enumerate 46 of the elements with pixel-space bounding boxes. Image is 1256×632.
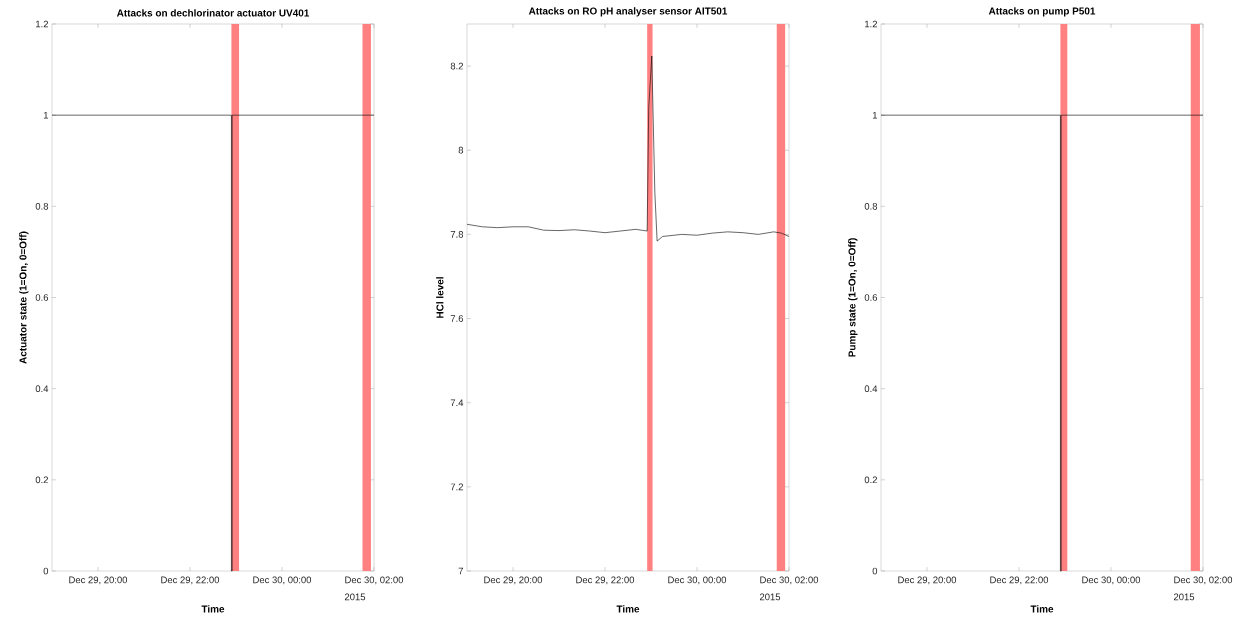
x-axis-title: Time <box>1030 605 1054 613</box>
chart-title: Attacks on RO pH analyser sensor AIT501 <box>528 7 728 17</box>
x-tick-label: Dec 30, 00:00 <box>1082 576 1141 585</box>
chart-title: Attacks on dechlorinator actuator UV401 <box>116 9 310 17</box>
y-tick-label: 7.8 <box>450 231 464 238</box>
x-tick-label: Dec 29, 22:00 <box>161 576 220 585</box>
y-tick-label: 0.8 <box>864 202 878 210</box>
text: 2015 <box>344 593 366 601</box>
x-tick-label: Dec 29, 22:00 <box>576 576 635 585</box>
x-tick-label: Dec 30, 02:00 <box>1174 576 1233 585</box>
y-tick-label: 1.2 <box>36 20 49 28</box>
x-axis-title: Time <box>201 605 225 613</box>
chart-title: Attacks on pump P501 <box>988 7 1096 17</box>
y-tick-label: 1 <box>43 111 49 119</box>
y-tick-label: 7.2 <box>450 483 464 491</box>
y-tick-label: 0.6 <box>35 294 49 301</box>
y-tick-label: 0 <box>872 567 878 575</box>
x-axis-title: Time <box>616 605 640 613</box>
x-tick-label: Dec 29, 22:00 <box>990 576 1049 585</box>
x-tick-label: Dec 30, 02:00 <box>345 576 404 585</box>
x-tick-label: Dec 29, 20:00 <box>898 576 957 585</box>
y-tick-label: 0.6 <box>864 294 878 301</box>
line-series <box>466 55 790 242</box>
y-tick-label: 0 <box>43 567 49 575</box>
y-tick-label: 7 <box>458 567 464 575</box>
text: 2015 <box>759 593 781 601</box>
y-tick-label: 0.4 <box>35 385 49 393</box>
text: 2015 <box>1173 593 1195 601</box>
y-tick-label: 1 <box>872 111 878 119</box>
y-axis-title: Actuator state (1=On, 0=Off) <box>19 231 29 364</box>
y-tick-label: 0.2 <box>35 476 49 484</box>
y-tick-label: 7.6 <box>450 315 464 322</box>
y-tick-label: 8.2 <box>450 62 464 70</box>
y-tick-label: 7.4 <box>450 399 464 406</box>
y-tick-label: 0.4 <box>864 385 878 393</box>
y-tick-label: 0.2 <box>864 476 878 484</box>
y-axis-title: HCl level <box>436 277 444 318</box>
x-tick-label: Dec 30, 00:00 <box>668 576 727 585</box>
y-tick-label: 1.2 <box>865 20 878 28</box>
x-tick-label: Dec 29, 20:00 <box>484 576 543 585</box>
y-axis-title: Pump state (1=On, 0=Off) <box>848 238 858 357</box>
y-tick-label: 8 <box>458 146 464 154</box>
x-tick-label: Dec 29, 20:00 <box>69 576 128 585</box>
y-tick-label: 0.8 <box>35 202 49 210</box>
x-tick-label: Dec 30, 02:00 <box>760 576 819 585</box>
x-tick-label: Dec 30, 00:00 <box>253 576 312 585</box>
